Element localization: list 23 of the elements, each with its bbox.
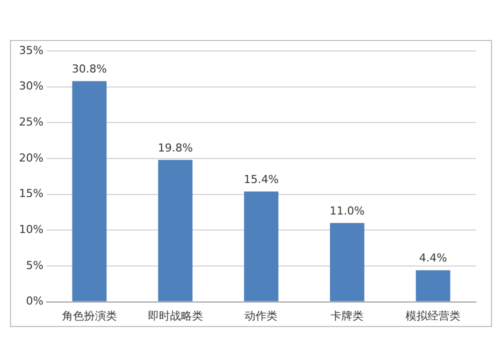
- y-tick-label: 25%: [18, 116, 44, 129]
- x-tick-label: 卡牌类: [330, 309, 364, 322]
- data-label: 19.8%: [158, 141, 193, 154]
- x-tick-label: 角色扮演类: [62, 309, 117, 322]
- bar: [244, 191, 278, 302]
- y-tick-label: 20%: [18, 151, 44, 164]
- y-tick-label: 10%: [18, 223, 44, 236]
- bar: [330, 222, 364, 302]
- x-tick-label: 动作类: [244, 309, 278, 322]
- x-tick-label: 模拟经营类: [406, 309, 461, 322]
- y-tick-label: 5%: [26, 258, 44, 272]
- y-tick-label: 30%: [18, 80, 44, 93]
- bar: [72, 81, 107, 302]
- bar: [416, 270, 450, 302]
- y-tick-label: 0%: [26, 294, 44, 308]
- bar: [158, 160, 192, 302]
- y-tick-label: 35%: [18, 44, 44, 57]
- data-label: 11.0%: [330, 204, 365, 218]
- y-tick-label: 15%: [18, 187, 44, 200]
- x-tick-label: 即时战略类: [148, 309, 203, 322]
- data-label: 30.8%: [72, 62, 107, 76]
- data-label: 15.4%: [244, 172, 279, 186]
- data-label: 4.4%: [419, 252, 448, 265]
